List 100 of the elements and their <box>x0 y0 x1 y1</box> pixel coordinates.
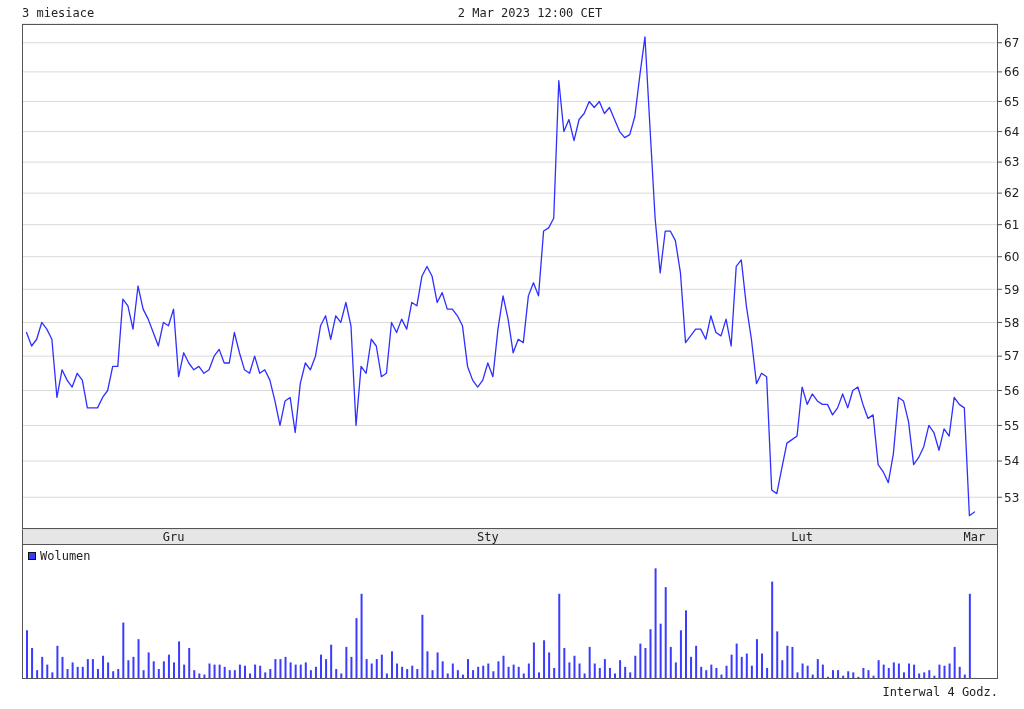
bar <box>958 666 961 679</box>
bar <box>289 662 292 679</box>
bar <box>897 663 900 679</box>
bar <box>198 673 201 679</box>
bar <box>31 648 34 679</box>
bar <box>918 673 921 679</box>
bar <box>659 623 662 679</box>
bar <box>385 673 388 679</box>
bar <box>218 664 221 679</box>
bar <box>614 673 617 679</box>
bar <box>335 669 338 679</box>
bar <box>938 664 941 679</box>
y-tick-label: 65 <box>1004 94 1020 109</box>
bar <box>796 672 799 679</box>
bar <box>91 659 94 679</box>
bar <box>132 656 135 679</box>
bar <box>624 666 627 679</box>
bar <box>314 666 317 679</box>
bar <box>502 655 505 679</box>
bar <box>801 663 804 679</box>
bar <box>923 672 926 679</box>
bar <box>664 587 667 679</box>
bar <box>320 654 323 679</box>
y-tick-label: 67 <box>1004 35 1020 50</box>
bar <box>117 669 120 679</box>
bar <box>902 672 905 679</box>
bar <box>355 618 358 679</box>
y-tick-label: 54 <box>1004 454 1020 469</box>
bar <box>558 593 561 679</box>
bar <box>107 662 110 679</box>
bar <box>102 655 105 679</box>
bar <box>340 673 343 679</box>
bar <box>390 651 393 679</box>
bar <box>274 659 277 679</box>
bar <box>877 660 880 679</box>
bar <box>406 669 409 679</box>
bar <box>330 644 333 679</box>
bar <box>173 662 176 679</box>
bar <box>46 664 49 679</box>
bar <box>213 664 216 679</box>
bar <box>598 667 601 679</box>
bar <box>396 663 399 679</box>
bar <box>279 659 282 679</box>
bar <box>776 631 779 679</box>
bar <box>467 659 470 679</box>
bar <box>86 659 89 679</box>
bar <box>517 666 520 679</box>
bar <box>588 646 591 679</box>
bar <box>446 673 449 679</box>
bar <box>684 610 687 679</box>
bar <box>619 660 622 679</box>
y-tick-label: 56 <box>1004 383 1020 398</box>
bar <box>730 654 733 679</box>
bar <box>710 664 713 679</box>
bar <box>522 673 525 679</box>
bar <box>755 639 758 679</box>
bar <box>421 614 424 679</box>
y-tick-label: 66 <box>1004 65 1020 80</box>
text: Interwal 4 Godz. <box>882 685 998 699</box>
y-tick-label: 57 <box>1004 349 1020 364</box>
bar <box>492 671 495 679</box>
bar <box>284 656 287 679</box>
bar <box>913 664 916 679</box>
bar <box>122 622 125 679</box>
y-tick-label: 55 <box>1004 418 1020 433</box>
bar <box>426 651 429 679</box>
bar <box>852 672 855 679</box>
bar <box>695 645 698 679</box>
bar <box>360 593 363 679</box>
y-tick-label: 53 <box>1004 490 1020 505</box>
bar <box>178 641 181 679</box>
bar <box>147 652 150 679</box>
x-tick-label: Gru <box>162 529 185 544</box>
y-tick-label: 58 <box>1004 315 1020 330</box>
bar <box>887 667 890 679</box>
bar <box>350 656 353 679</box>
bar <box>61 656 64 679</box>
y-tick-label: 59 <box>1004 282 1020 297</box>
bar <box>365 659 368 679</box>
bar <box>487 663 490 679</box>
bar <box>608 667 611 679</box>
bar <box>370 663 373 679</box>
bar <box>791 646 794 679</box>
bar <box>375 659 378 679</box>
y-tick-label: 61 <box>1004 217 1020 232</box>
bar <box>968 593 971 679</box>
bar <box>603 659 606 679</box>
bar <box>715 667 718 679</box>
bar <box>532 642 535 679</box>
bar <box>512 664 515 679</box>
bar <box>238 664 241 679</box>
bar <box>781 660 784 679</box>
bar <box>644 648 647 679</box>
bar <box>740 656 743 679</box>
bar <box>249 673 252 679</box>
bar <box>953 646 956 679</box>
bar <box>674 662 677 679</box>
legend-label: Wolumen <box>40 549 91 563</box>
bar <box>649 629 652 679</box>
bar <box>183 664 186 679</box>
